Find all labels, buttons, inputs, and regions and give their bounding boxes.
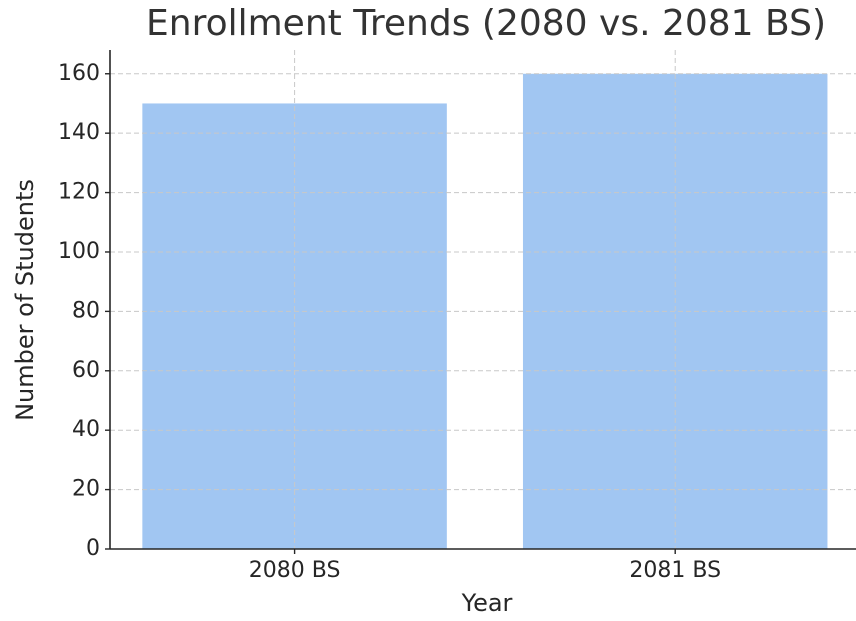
x-tick-label: 2081 BS bbox=[629, 558, 721, 583]
y-tick-label: 120 bbox=[58, 180, 100, 205]
y-tick-label: 140 bbox=[58, 120, 100, 145]
y-tick-label: 60 bbox=[72, 358, 100, 383]
y-tick-label: 20 bbox=[72, 477, 100, 502]
y-tick-label: 0 bbox=[86, 536, 100, 561]
chart-title: Enrollment Trends (2080 vs. 2081 BS) bbox=[146, 3, 826, 44]
y-tick-label: 100 bbox=[58, 239, 100, 264]
y-tick-label: 160 bbox=[58, 61, 100, 86]
y-tick-label: 40 bbox=[72, 417, 100, 442]
y-tick-label: 80 bbox=[72, 298, 100, 323]
y-axis-label: Number of Students bbox=[11, 179, 39, 421]
x-axis-label: Year bbox=[461, 589, 513, 617]
x-tick-label: 2080 BS bbox=[249, 558, 341, 583]
